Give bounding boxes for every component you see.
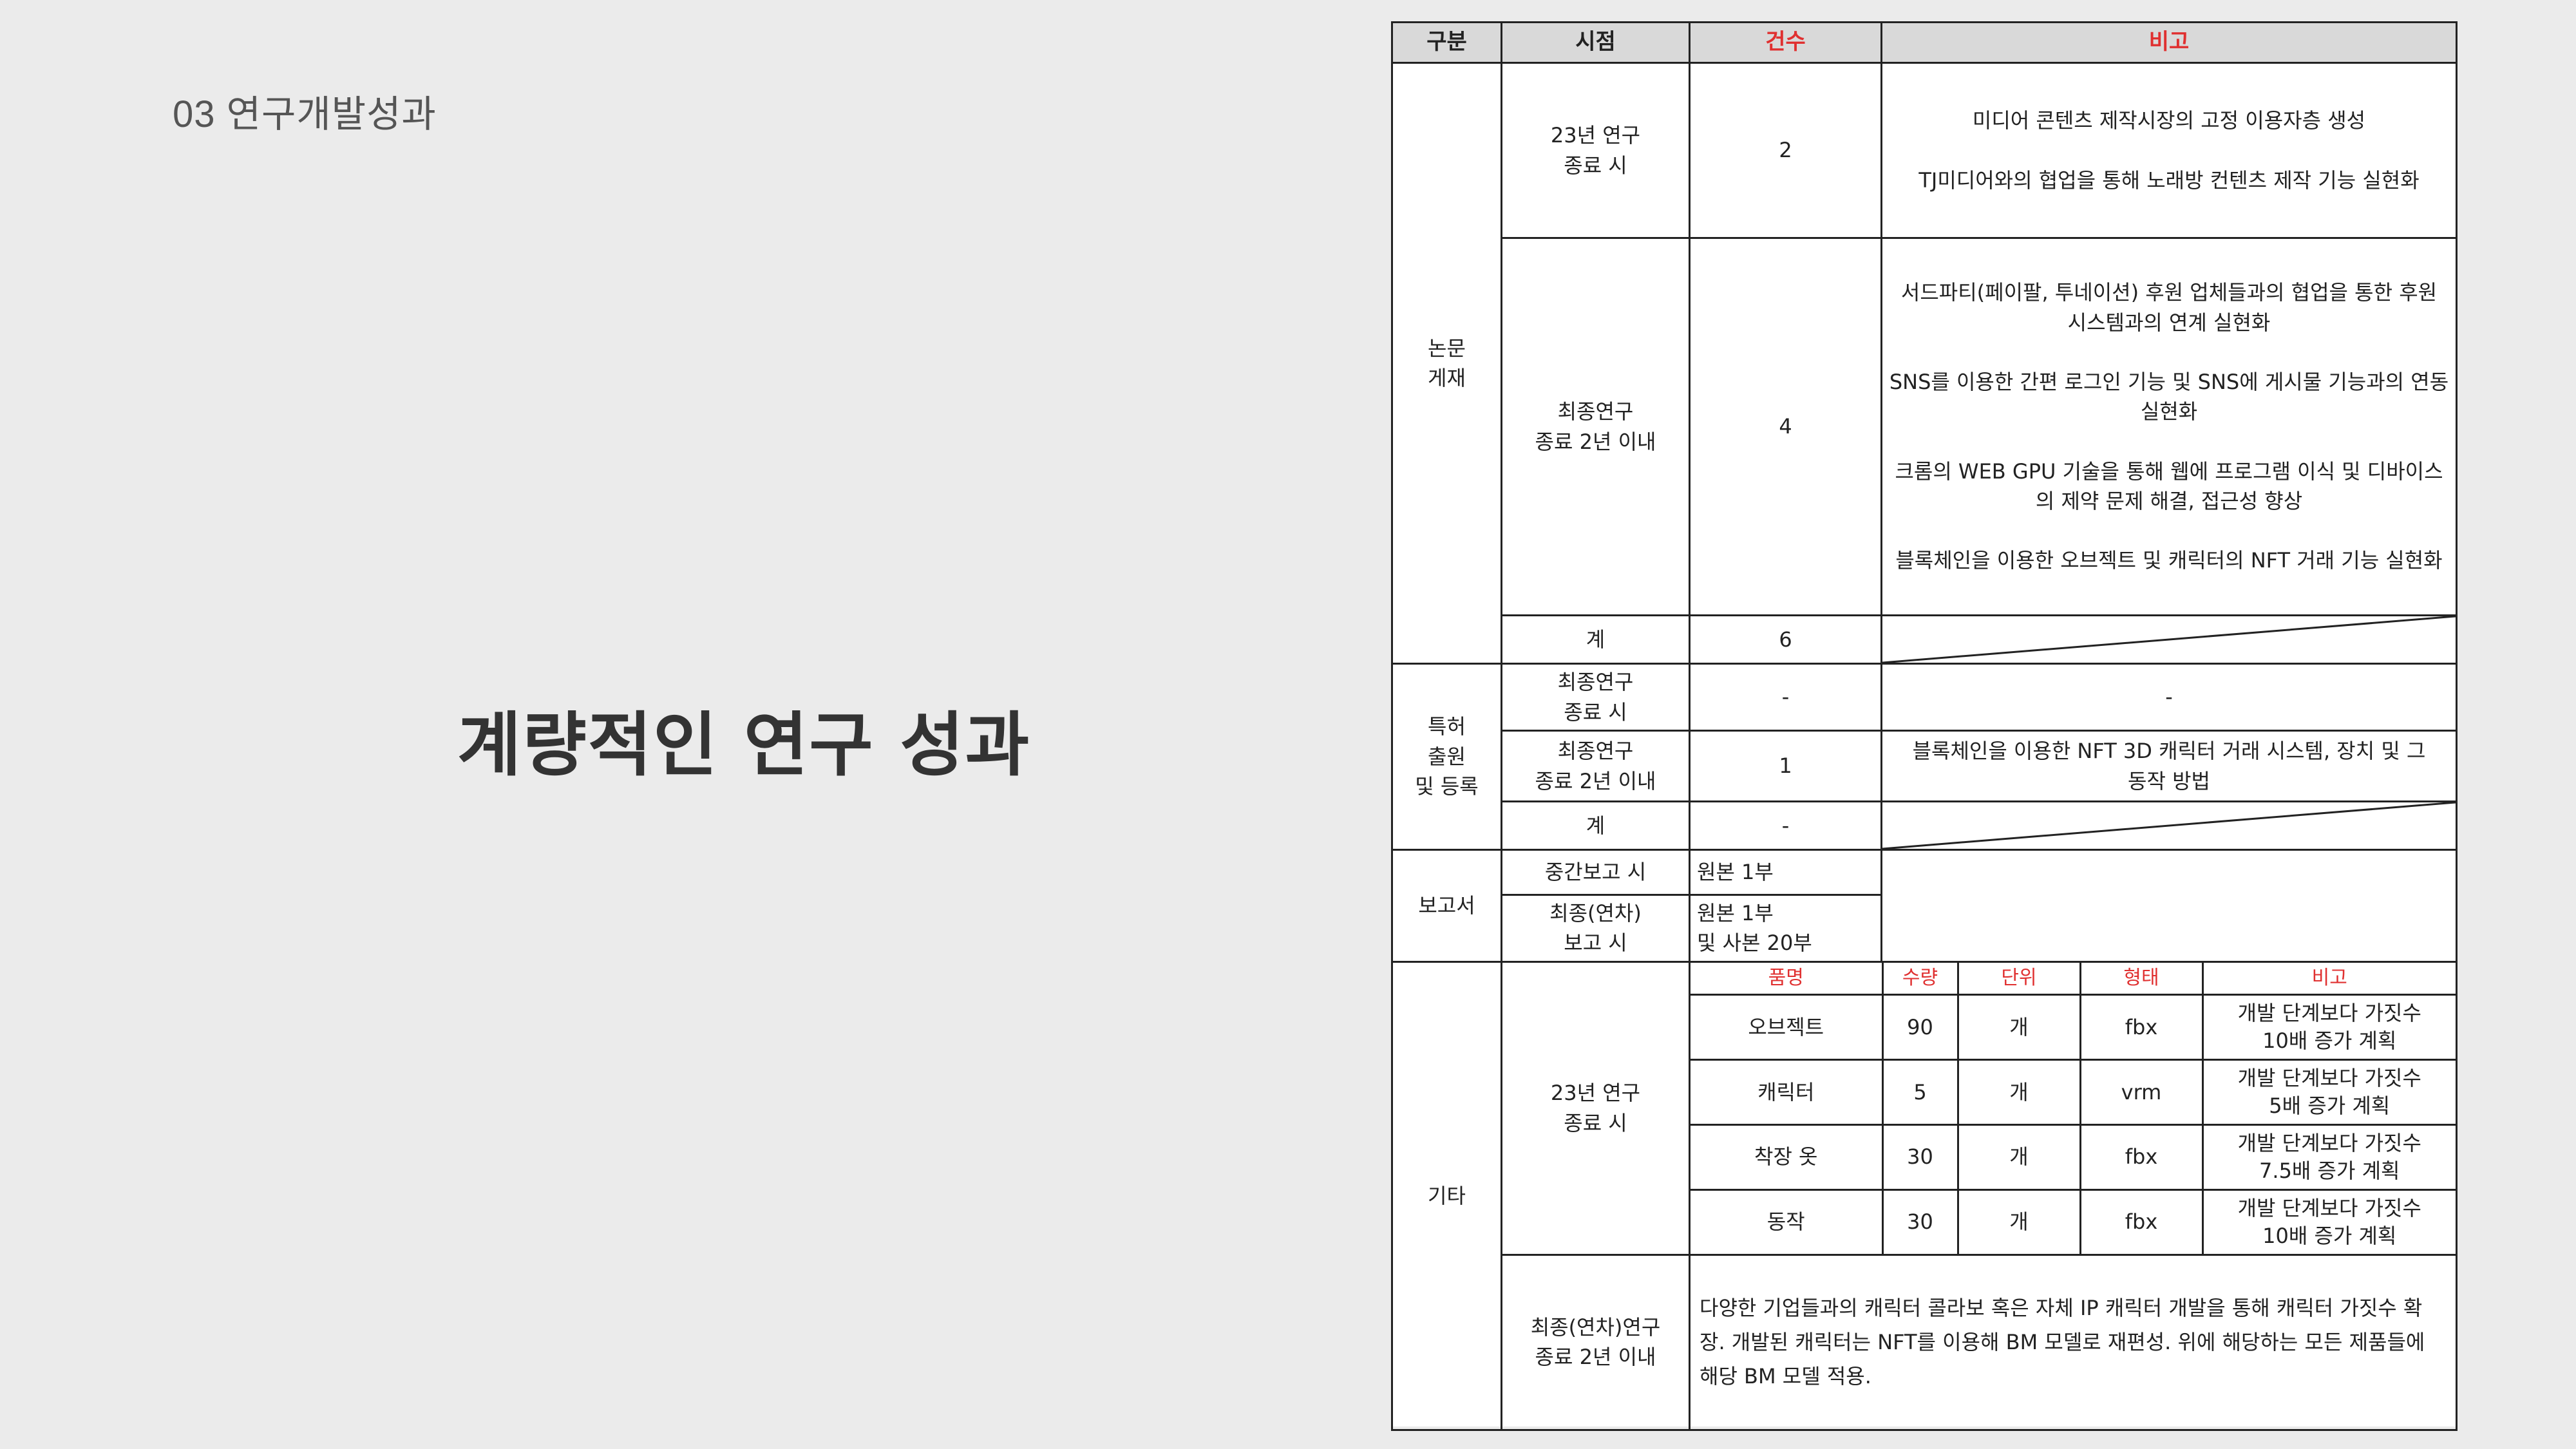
other-items-cell: 품명 수량 단위 형태 비고 오브젝트 90 개 fbx 개발 단계보다 가짓수… [1689, 960, 2458, 1256]
results-table: 구분 시점 건수 비고 논문 게재 23년 연구 종료 시 2 미디어 콘텐츠 … [1391, 21, 2458, 1431]
item-qty: 30 [1881, 1124, 1959, 1191]
item-row: 오브젝트 90 개 fbx 개발 단계보다 가짓수 10배 증가 계획 [1690, 994, 2456, 1061]
paper-row2-note: 서드파티(페이팔, 투네이션) 후원 업체들과의 협업을 통한 후원 시스템과의… [1880, 237, 2458, 616]
patent-row1-count: - [1689, 663, 1882, 732]
other-time1: 23년 연구 종료 시 [1501, 960, 1690, 1256]
item-qty: 30 [1881, 1188, 1959, 1254]
item-name: 동작 [1690, 1188, 1884, 1254]
patent-row2-time: 최종연구 종료 2년 이내 [1501, 730, 1690, 802]
item-note: 개발 단계보다 가짓수 7.5배 증가 계획 [2201, 1124, 2456, 1191]
item-unit: 개 [1956, 994, 2081, 1061]
report-row1-time: 중간보고 시 [1501, 849, 1690, 896]
paper-row1-count: 2 [1689, 62, 1882, 239]
patent-total-label: 계 [1501, 800, 1690, 851]
item-form: fbx [2079, 1124, 2204, 1191]
other-final-text: 다양한 기업들과의 캐릭터 콜라보 혹은 자체 IP 캐릭터 개발을 통해 캐릭… [1689, 1253, 2458, 1431]
section-label: 03 연구개발성과 [173, 93, 437, 135]
item-row: 캐릭터 5 개 vrm 개발 단계보다 가짓수 5배 증가 계획 [1690, 1059, 2456, 1126]
sub-header-unit: 단위 [1956, 962, 2081, 996]
paper-category: 논문 게재 [1391, 62, 1502, 665]
item-unit: 개 [1956, 1059, 2081, 1126]
patent-category: 특허 출원 및 등록 [1391, 663, 1502, 851]
sub-header-note: 비고 [2201, 962, 2456, 996]
patent-total-count: - [1689, 800, 1882, 851]
paper-row1-note: 미디어 콘텐츠 제작시장의 고정 이용자층 생성 TJ미디어와의 협업을 통해 … [1880, 62, 2458, 239]
header-note: 비고 [1880, 21, 2458, 64]
report-category: 보고서 [1391, 849, 1502, 963]
item-row: 착장 옷 30 개 fbx 개발 단계보다 가짓수 7.5배 증가 계획 [1690, 1124, 2456, 1191]
item-unit: 개 [1956, 1188, 2081, 1254]
paper-row1-time: 23년 연구 종료 시 [1501, 62, 1690, 239]
item-name: 캐릭터 [1690, 1059, 1884, 1126]
item-name: 오브젝트 [1690, 994, 1884, 1061]
report-row2-value: 원본 1부 및 사본 20부 [1689, 894, 1882, 963]
sub-header-qty: 수량 [1881, 962, 1959, 996]
patent-row1-note: - [1880, 663, 2458, 732]
other-time2: 최종(연차)연구 종료 2년 이내 [1501, 1253, 1690, 1431]
report-row2-time: 최종(연차) 보고 시 [1501, 894, 1690, 963]
main-title: 계량적인 연구 성과 [457, 705, 1031, 786]
other-items-table: 품명 수량 단위 형태 비고 오브젝트 90 개 fbx 개발 단계보다 가짓수… [1690, 962, 2456, 1254]
paper-total-count: 6 [1689, 614, 1882, 665]
patent-row2-note: 블록체인을 이용한 NFT 3D 캐릭터 거래 시스템, 장치 및 그 동작 방… [1880, 730, 2458, 802]
header-category: 구분 [1391, 21, 1502, 64]
item-note: 개발 단계보다 가짓수 10배 증가 계획 [2201, 1188, 2456, 1254]
item-row: 동작 30 개 fbx 개발 단계보다 가짓수 10배 증가 계획 [1690, 1188, 2456, 1254]
paper-total-diagonal [1880, 614, 2458, 665]
patent-row1-time: 최종연구 종료 시 [1501, 663, 1690, 732]
sub-header-name: 품명 [1690, 962, 1884, 996]
item-qty: 90 [1881, 994, 1959, 1061]
item-form: vrm [2079, 1059, 2204, 1126]
item-form: fbx [2079, 1188, 2204, 1254]
report-note-blank [1880, 849, 2458, 962]
patent-total-diagonal [1880, 800, 2458, 851]
item-unit: 개 [1956, 1124, 2081, 1191]
item-note: 개발 단계보다 가짓수 5배 증가 계획 [2201, 1059, 2456, 1126]
report-row1-value: 원본 1부 [1689, 849, 1882, 896]
paper-row2-time: 최종연구 종료 2년 이내 [1501, 237, 1690, 616]
item-form: fbx [2079, 994, 2204, 1061]
sub-header-form: 형태 [2079, 962, 2204, 996]
other-category: 기타 [1391, 960, 1502, 1431]
item-qty: 5 [1881, 1059, 1959, 1126]
item-note: 개발 단계보다 가짓수 10배 증가 계획 [2201, 994, 2456, 1061]
paper-row2-count: 4 [1689, 237, 1882, 616]
header-count: 건수 [1689, 21, 1882, 64]
patent-row2-count: 1 [1689, 730, 1882, 802]
paper-total-label: 계 [1501, 614, 1690, 665]
header-time: 시점 [1501, 21, 1690, 64]
item-name: 착장 옷 [1690, 1124, 1884, 1191]
